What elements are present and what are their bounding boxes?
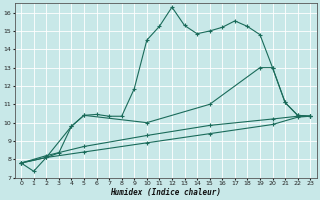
X-axis label: Humidex (Indice chaleur): Humidex (Indice chaleur) <box>110 188 221 197</box>
